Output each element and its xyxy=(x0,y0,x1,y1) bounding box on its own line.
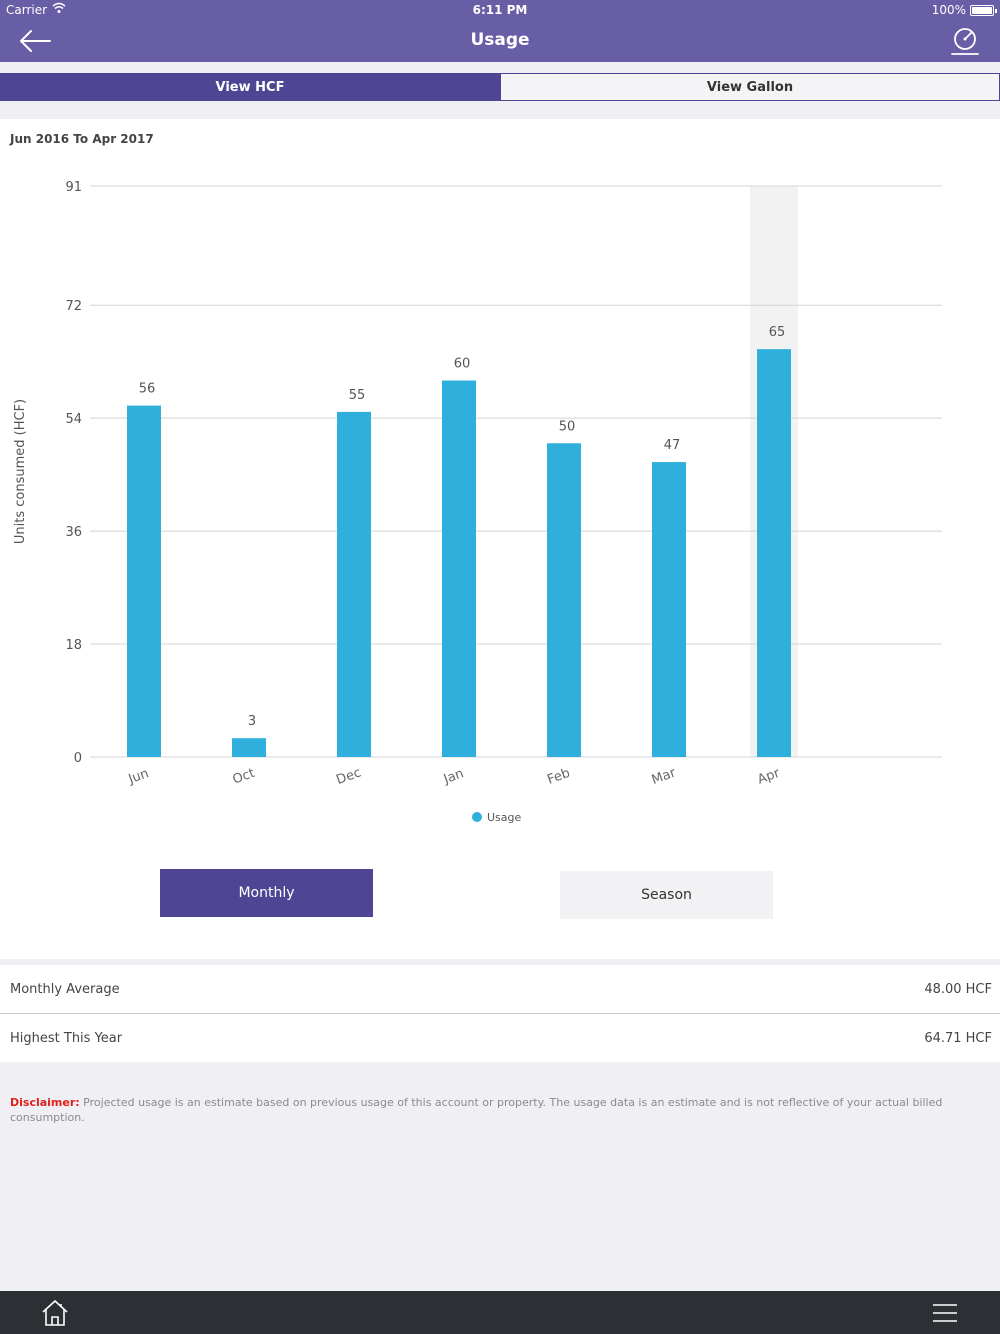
y-axis-label: Units consumed (HCF) xyxy=(13,399,28,544)
y-tick-label: 91 xyxy=(65,180,82,195)
view-hcf-tab[interactable]: View HCF xyxy=(0,73,500,101)
unit-toggle: View HCF View Gallon xyxy=(0,63,1000,119)
season-button[interactable]: Season xyxy=(560,871,773,919)
gauge-icon[interactable] xyxy=(950,25,980,57)
bar-jun xyxy=(127,405,161,757)
y-tick-label: 36 xyxy=(65,525,82,540)
stat-row-highest-this-year: Highest This Year 64.71 HCF xyxy=(0,1014,1000,1062)
usage-bar-chart: 0 18 36 54 72 91 Units consumed (HCF) 56 Jun 3 Oct… xyxy=(13,180,942,824)
stat-value: 64.71 HCF xyxy=(924,1031,992,1046)
arrow-left-icon[interactable] xyxy=(18,28,52,54)
stat-value: 48.00 HCF xyxy=(924,982,992,997)
status-bar: Carrier 6:11 PM 100% xyxy=(0,0,1000,20)
clock: 6:11 PM xyxy=(472,3,528,17)
data-label: 55 xyxy=(349,388,366,403)
legend-marker xyxy=(472,812,482,822)
x-tick-label: Dec xyxy=(334,765,363,788)
y-tick-label: 72 xyxy=(65,299,82,314)
data-label: 3 xyxy=(248,714,256,729)
x-tick-label: Feb xyxy=(545,766,572,788)
data-label: 47 xyxy=(664,438,681,453)
battery-icon xyxy=(970,5,997,16)
monthly-button[interactable]: Monthly xyxy=(160,869,373,917)
data-label: 65 xyxy=(769,325,786,340)
stat-label: Monthly Average xyxy=(10,982,120,997)
y-tick-label: 0 xyxy=(74,751,82,766)
usage-chart-card: Jun 2016 To Apr 2017 0 18 36 54 72 91 Units co… xyxy=(0,119,1000,959)
x-tick-label: Oct xyxy=(231,766,257,788)
data-label: 60 xyxy=(454,357,471,372)
x-tick-label: Apr xyxy=(756,766,783,788)
bar-dec xyxy=(337,411,371,757)
stat-row-monthly-average: Monthly Average 48.00 HCF xyxy=(0,965,1000,1014)
x-tick-label: Jun xyxy=(126,766,151,787)
page-title: Usage xyxy=(470,30,530,50)
legend-label: Usage xyxy=(487,811,522,824)
bar-jan xyxy=(442,380,476,757)
x-tick-label: Jan xyxy=(441,766,466,787)
disclaimer-text: Projected usage is an estimate based on … xyxy=(10,1096,943,1124)
x-tick-label: Mar xyxy=(650,765,679,788)
wifi-icon xyxy=(52,1,66,18)
nav-bar: Usage xyxy=(0,20,1000,62)
disclaimer-label: Disclaimer: xyxy=(10,1096,80,1109)
carrier-label: Carrier xyxy=(6,3,48,17)
stat-label: Highest This Year xyxy=(10,1031,123,1046)
data-label: 56 xyxy=(139,382,156,397)
bar-feb xyxy=(547,443,581,757)
battery-percent: 100% xyxy=(931,3,966,17)
bar-mar xyxy=(652,462,686,757)
disclaimer: Disclaimer: Projected usage is an estima… xyxy=(10,1095,990,1125)
data-label: 50 xyxy=(559,419,576,434)
usage-stats: Monthly Average 48.00 HCF Highest This Y… xyxy=(0,965,1000,1062)
home-icon[interactable] xyxy=(40,1299,70,1327)
bottom-tab-bar xyxy=(0,1291,1000,1334)
bar-oct xyxy=(232,738,266,757)
hamburger-menu-icon[interactable] xyxy=(932,1303,958,1323)
view-gallon-tab[interactable]: View Gallon xyxy=(500,73,1000,101)
bar-apr xyxy=(757,349,791,757)
y-tick-label: 18 xyxy=(65,638,82,653)
date-range-label: Jun 2016 To Apr 2017 xyxy=(10,132,154,146)
y-tick-label: 54 xyxy=(65,412,82,427)
